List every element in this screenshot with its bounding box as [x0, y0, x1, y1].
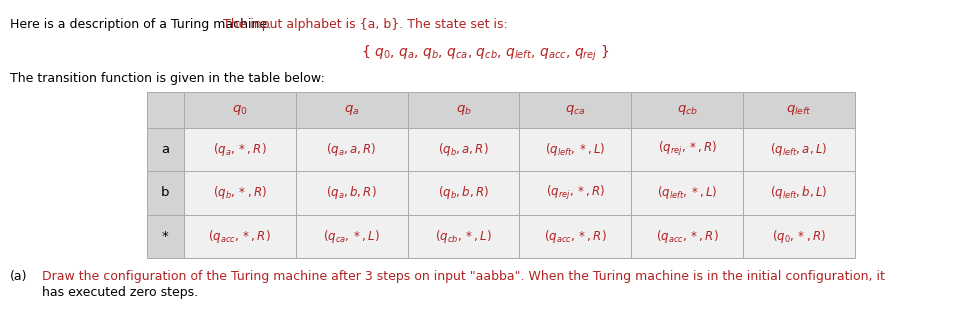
Text: Draw the configuration of the Turing machine after 3 steps on input "aabba". Whe: Draw the configuration of the Turing mac…: [42, 270, 884, 283]
Text: (a): (a): [10, 270, 27, 283]
Text: $(q_0, *, R)$: $(q_0, *, R)$: [771, 228, 826, 245]
Text: has executed zero steps.: has executed zero steps.: [42, 286, 198, 299]
Text: $(q_b, a, R)$: $(q_b, a, R)$: [438, 141, 488, 158]
Text: $q_a$: $q_a$: [344, 103, 359, 117]
Text: Here is a description of a Turing machine.: Here is a description of a Turing machin…: [10, 18, 275, 31]
Text: $(q_{cb}, *, L)$: $(q_{cb}, *, L)$: [435, 228, 491, 245]
Bar: [631, 92, 742, 128]
Bar: [518, 215, 631, 258]
Text: $(q_{left}, b, L)$: $(q_{left}, b, L)$: [769, 184, 827, 201]
Bar: [296, 92, 407, 128]
Bar: [296, 128, 407, 171]
Bar: [631, 171, 742, 215]
Bar: [147, 92, 184, 128]
Bar: [631, 128, 742, 171]
Bar: [518, 92, 631, 128]
Text: $(q_{rej}, *, R)$: $(q_{rej}, *, R)$: [546, 184, 605, 202]
Bar: [518, 171, 631, 215]
Text: b: b: [161, 186, 170, 199]
Text: The transition function is given in the table below:: The transition function is given in the …: [10, 72, 325, 85]
Text: The input alphabet is {a, b}. The state set is:: The input alphabet is {a, b}. The state …: [223, 18, 507, 31]
Bar: [147, 171, 184, 215]
Bar: [742, 128, 854, 171]
Bar: [407, 92, 518, 128]
Text: $q_0$: $q_0$: [232, 103, 247, 117]
Bar: [184, 92, 296, 128]
Text: { $q_0$, $q_a$, $q_b$, $q_{ca}$, $q_{cb}$, $q_{left}$, $q_{acc}$, $q_{rej}$ }: { $q_0$, $q_a$, $q_b$, $q_{ca}$, $q_{cb}…: [360, 44, 609, 63]
Text: $(q_{acc}, *, R)$: $(q_{acc}, *, R)$: [655, 228, 718, 245]
Text: $(q_{acc}, *, R)$: $(q_{acc}, *, R)$: [544, 228, 606, 245]
Text: $(q_{left}, a, L)$: $(q_{left}, a, L)$: [769, 141, 827, 158]
Text: $(q_b, b, R)$: $(q_b, b, R)$: [438, 184, 488, 201]
Text: a: a: [161, 143, 170, 156]
Bar: [147, 215, 184, 258]
Text: $(q_{left}, *, L)$: $(q_{left}, *, L)$: [545, 141, 605, 158]
Bar: [742, 92, 854, 128]
Bar: [631, 215, 742, 258]
Text: $(q_{rej}, *, R)$: $(q_{rej}, *, R)$: [657, 140, 716, 158]
Text: $(q_{ca}, *, L)$: $(q_{ca}, *, L)$: [323, 228, 380, 245]
Text: $(q_{acc}, *, R)$: $(q_{acc}, *, R)$: [208, 228, 271, 245]
Bar: [742, 171, 854, 215]
Bar: [407, 171, 518, 215]
Text: $(q_b, *, R)$: $(q_b, *, R)$: [212, 184, 266, 201]
Text: $q_{ca}$: $q_{ca}$: [565, 103, 585, 117]
Bar: [518, 128, 631, 171]
Bar: [407, 215, 518, 258]
Text: $(q_a, a, R)$: $(q_a, a, R)$: [326, 141, 376, 158]
Bar: [147, 128, 184, 171]
Text: $(q_{left}, *, L)$: $(q_{left}, *, L)$: [656, 184, 717, 201]
Text: $(q_a, *, R)$: $(q_a, *, R)$: [212, 141, 266, 158]
Bar: [184, 128, 296, 171]
Bar: [742, 215, 854, 258]
Text: $q_b$: $q_b$: [455, 103, 471, 117]
Text: *: *: [162, 230, 169, 243]
Bar: [184, 171, 296, 215]
Text: $(q_a, b, R)$: $(q_a, b, R)$: [326, 184, 377, 201]
Bar: [407, 128, 518, 171]
Bar: [296, 215, 407, 258]
Text: $q_{cb}$: $q_{cb}$: [676, 103, 697, 117]
Bar: [184, 215, 296, 258]
Bar: [296, 171, 407, 215]
Text: $q_{left}$: $q_{left}$: [785, 103, 811, 117]
